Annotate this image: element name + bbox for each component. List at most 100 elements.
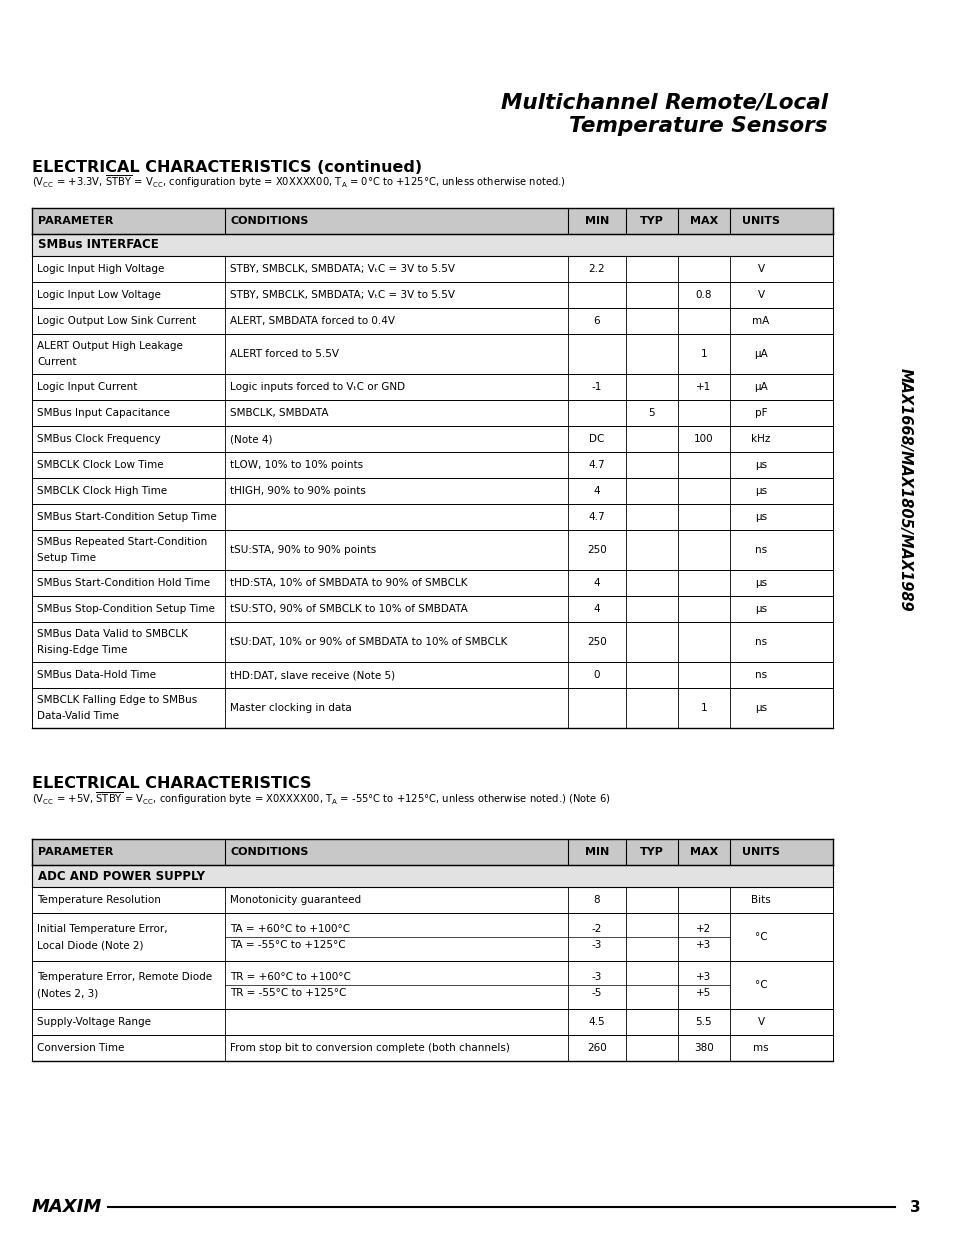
Text: °C: °C [754, 932, 766, 942]
Bar [32, 530, 832, 571]
Text: MAXIM: MAXIM [32, 1198, 102, 1216]
Text: +3: +3 [696, 972, 711, 982]
Text: μs: μs [754, 578, 766, 588]
Text: +3: +3 [696, 940, 711, 950]
Text: tHD:DAT, slave receive (Note 5): tHD:DAT, slave receive (Note 5) [230, 671, 395, 680]
Text: 100: 100 [694, 433, 713, 445]
Text: kHz: kHz [751, 433, 770, 445]
Text: pF: pF [754, 408, 766, 417]
Text: V: V [757, 290, 763, 300]
Text: V: V [757, 1016, 763, 1028]
Text: TA = -55°C to +125°C: TA = -55°C to +125°C [230, 940, 345, 950]
Text: 4.7: 4.7 [588, 513, 604, 522]
Text: tSU:STA, 90% to 90% points: tSU:STA, 90% to 90% points [230, 545, 375, 555]
Text: ELECTRICAL CHARACTERISTICS: ELECTRICAL CHARACTERISTICS [32, 776, 312, 790]
Text: ELECTRICAL CHARACTERISTICS (continued): ELECTRICAL CHARACTERISTICS (continued) [32, 159, 421, 174]
Text: ALERT, SMBDATA forced to 0.4V: ALERT, SMBDATA forced to 0.4V [230, 316, 395, 326]
Text: Rising-Edge Time: Rising-Edge Time [37, 645, 128, 655]
Text: ns: ns [754, 671, 766, 680]
Text: 0.8: 0.8 [695, 290, 712, 300]
Bar [32, 504, 832, 530]
Text: MAX: MAX [689, 216, 718, 226]
Text: Initial Temperature Error,: Initial Temperature Error, [37, 924, 168, 934]
Bar [32, 233, 832, 256]
Text: SMBus Input Capacitance: SMBus Input Capacitance [37, 408, 170, 417]
Bar [32, 478, 832, 504]
Text: Multichannel Remote/Local: Multichannel Remote/Local [500, 93, 827, 112]
Bar [32, 207, 832, 233]
Text: Data-Valid Time: Data-Valid Time [37, 711, 119, 721]
Text: Temperature Error, Remote Diode: Temperature Error, Remote Diode [37, 972, 212, 982]
Text: ns: ns [754, 637, 766, 647]
Text: -2: -2 [591, 924, 601, 934]
Text: 250: 250 [586, 637, 606, 647]
Text: ms: ms [753, 1044, 768, 1053]
Text: SMBus Start-Condition Setup Time: SMBus Start-Condition Setup Time [37, 513, 216, 522]
Text: 260: 260 [586, 1044, 606, 1053]
Bar [32, 1009, 832, 1035]
Text: SMBCLK Clock Low Time: SMBCLK Clock Low Time [37, 459, 164, 471]
Text: STBY, SMBCLK, SMBDATA; VₜC = 3V to 5.5V: STBY, SMBCLK, SMBDATA; VₜC = 3V to 5.5V [230, 290, 455, 300]
Text: Logic Input Low Voltage: Logic Input Low Voltage [37, 290, 161, 300]
Text: SMBus INTERFACE: SMBus INTERFACE [38, 238, 158, 252]
Text: °C: °C [754, 981, 766, 990]
Text: STBY, SMBCLK, SMBDATA; VₜC = 3V to 5.5V: STBY, SMBCLK, SMBDATA; VₜC = 3V to 5.5V [230, 264, 455, 274]
Text: Monotonicity guaranteed: Monotonicity guaranteed [230, 895, 361, 905]
Text: SMBus Repeated Start-Condition: SMBus Repeated Start-Condition [37, 537, 207, 547]
Text: mA: mA [752, 316, 769, 326]
Text: MAX1668/MAX1805/MAX1989: MAX1668/MAX1805/MAX1989 [897, 368, 911, 611]
Text: 380: 380 [694, 1044, 713, 1053]
Bar [32, 961, 832, 1009]
Text: +1: +1 [696, 382, 711, 391]
Text: TA = +60°C to +100°C: TA = +60°C to +100°C [230, 924, 350, 934]
Text: SMBus Data-Hold Time: SMBus Data-Hold Time [37, 671, 156, 680]
Text: Setup Time: Setup Time [37, 553, 96, 563]
Text: 1: 1 [700, 703, 706, 713]
Text: MAX: MAX [689, 847, 718, 857]
Bar [32, 662, 832, 688]
Text: TR = +60°C to +100°C: TR = +60°C to +100°C [230, 972, 351, 982]
Bar [32, 571, 832, 597]
Text: 5: 5 [648, 408, 655, 417]
Text: SMBCLK Clock High Time: SMBCLK Clock High Time [37, 487, 167, 496]
Text: (V$_\mathregular{CC}$ = +3.3V, $\overline{\mathregular{STBY}}$ = V$_\mathregular: (V$_\mathregular{CC}$ = +3.3V, $\overlin… [32, 174, 565, 190]
Text: Logic Input Current: Logic Input Current [37, 382, 137, 391]
Text: SMBus Data Valid to SMBCLK: SMBus Data Valid to SMBCLK [37, 629, 188, 638]
Text: CONDITIONS: CONDITIONS [231, 847, 309, 857]
Text: 4: 4 [593, 487, 599, 496]
Bar [32, 308, 832, 333]
Text: 5.5: 5.5 [695, 1016, 712, 1028]
Text: TYP: TYP [639, 216, 663, 226]
Text: tHD:STA, 10% of SMBDATA to 90% of SMBCLK: tHD:STA, 10% of SMBDATA to 90% of SMBCLK [230, 578, 467, 588]
Text: Current: Current [37, 357, 76, 367]
Text: DC: DC [589, 433, 604, 445]
Text: tSU:DAT, 10% or 90% of SMBDATA to 10% of SMBCLK: tSU:DAT, 10% or 90% of SMBDATA to 10% of… [230, 637, 507, 647]
Text: tHIGH, 90% to 90% points: tHIGH, 90% to 90% points [230, 487, 366, 496]
Text: PARAMETER: PARAMETER [38, 216, 113, 226]
Text: ALERT forced to 5.5V: ALERT forced to 5.5V [230, 350, 338, 359]
Text: TYP: TYP [639, 847, 663, 857]
Text: Logic inputs forced to VₜC or GND: Logic inputs forced to VₜC or GND [230, 382, 405, 391]
Bar [32, 622, 832, 662]
Text: ALERT Output High Leakage: ALERT Output High Leakage [37, 341, 183, 351]
Text: SMBus Stop-Condition Setup Time: SMBus Stop-Condition Setup Time [37, 604, 214, 614]
Text: 4: 4 [593, 578, 599, 588]
Text: 6: 6 [593, 316, 599, 326]
Bar [32, 452, 832, 478]
Text: μs: μs [754, 487, 766, 496]
Text: Logic Input High Voltage: Logic Input High Voltage [37, 264, 164, 274]
Text: ns: ns [754, 545, 766, 555]
Bar [32, 864, 832, 887]
Bar [32, 1035, 832, 1061]
Bar [32, 374, 832, 400]
Text: (Notes 2, 3): (Notes 2, 3) [37, 988, 98, 998]
Text: /\/\/\X/M: /\/\/\X/M [32, 1207, 37, 1208]
Text: 0: 0 [593, 671, 599, 680]
Text: UNITS: UNITS [741, 847, 780, 857]
Bar [32, 839, 832, 864]
Text: μs: μs [754, 703, 766, 713]
Text: Conversion Time: Conversion Time [37, 1044, 124, 1053]
Text: Master clocking in data: Master clocking in data [230, 703, 352, 713]
Text: 8: 8 [593, 895, 599, 905]
Text: -3: -3 [591, 972, 601, 982]
